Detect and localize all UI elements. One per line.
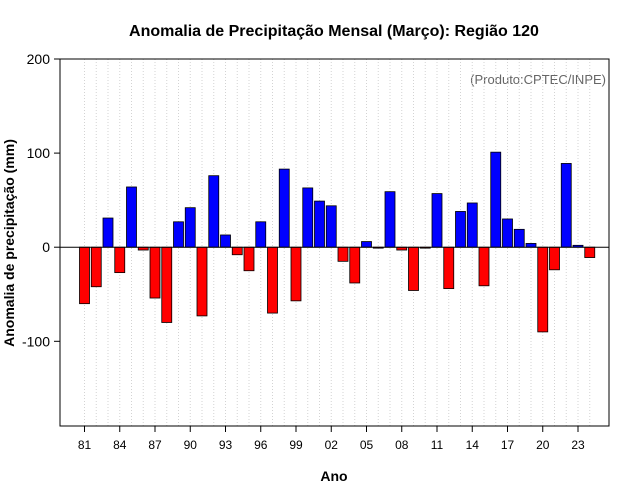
- y-tick-label-200: 200: [27, 51, 51, 67]
- x-tick-label-96: 96: [254, 438, 268, 452]
- bar-1997: [267, 246, 278, 314]
- bar-1988: [161, 246, 173, 323]
- x-tick-label-87: 87: [148, 438, 162, 452]
- x-tick-label-08: 08: [395, 438, 409, 452]
- x-tick-label-93: 93: [219, 438, 233, 452]
- bar-2021: [549, 246, 560, 271]
- bar-1987: [149, 246, 161, 299]
- bar-2024: [584, 246, 596, 258]
- product-annotation: (Produto:CPTEC/INPE): [470, 72, 606, 87]
- y-tick-label-100: 100: [27, 145, 51, 161]
- bar-1995: [243, 246, 255, 272]
- bar-2002: [325, 205, 337, 248]
- y-tick-label--100: -100: [22, 333, 50, 349]
- bar-1985: [126, 186, 137, 248]
- bars: [79, 151, 596, 333]
- bar-2019: [525, 243, 537, 248]
- x-tick-label-90: 90: [184, 438, 198, 452]
- chart-title: Anomalia de Precipitação Mensal (Março):…: [129, 23, 539, 40]
- x-tick-label-23: 23: [571, 438, 585, 452]
- bar-2001: [314, 200, 325, 248]
- x-axis-label: Ano: [320, 468, 347, 484]
- bar-1998: [278, 168, 290, 248]
- bar-1992: [208, 175, 220, 248]
- bar-2009: [408, 246, 419, 291]
- bar-1989: [173, 221, 184, 248]
- bar-2016: [490, 151, 502, 248]
- bar-1981: [79, 246, 90, 305]
- axes: -100 0 100 200 81 84 87 90 93 96 99 02 05 08 11 14 17 20 2…: [22, 51, 585, 452]
- x-tick-label-02: 02: [325, 438, 339, 452]
- bar-2007: [384, 191, 396, 248]
- bar-1999: [290, 246, 302, 302]
- x-tick-label-99: 99: [289, 438, 303, 452]
- bar-1984: [114, 246, 126, 274]
- bar-2020: [537, 246, 549, 333]
- bar-2011: [431, 193, 443, 248]
- x-tick-label-05: 05: [360, 438, 374, 452]
- bar-2012: [443, 246, 455, 290]
- x-tick-label-84: 84: [113, 438, 127, 452]
- bar-1993: [220, 234, 231, 248]
- bar-2000: [302, 187, 314, 248]
- bar-2004: [349, 246, 361, 284]
- x-tick-label-14: 14: [466, 438, 480, 452]
- bar-2022: [560, 163, 572, 248]
- bar-2017: [502, 218, 513, 248]
- bar-1990: [184, 207, 196, 248]
- bar-1994: [231, 246, 243, 256]
- x-tick-label-17: 17: [501, 438, 515, 452]
- bar-2014: [466, 202, 478, 248]
- bar-2013: [455, 211, 466, 248]
- bar-2015: [478, 246, 490, 287]
- y-axis-label: Anomalia de precipitação (mm): [1, 139, 17, 347]
- x-tick-label-11: 11: [431, 438, 444, 452]
- bar-2018: [513, 228, 525, 248]
- bar-1982: [90, 246, 102, 288]
- x-tick-label-20: 20: [536, 438, 550, 452]
- plot-frame: [59, 58, 610, 427]
- bar-2003: [337, 246, 349, 262]
- bar-1991: [196, 246, 208, 317]
- x-tick-label-81: 81: [78, 438, 92, 452]
- bar-1983: [102, 217, 114, 248]
- y-tick-label-0: 0: [42, 239, 50, 255]
- bar-2005: [361, 241, 372, 248]
- bar-1996: [255, 221, 267, 248]
